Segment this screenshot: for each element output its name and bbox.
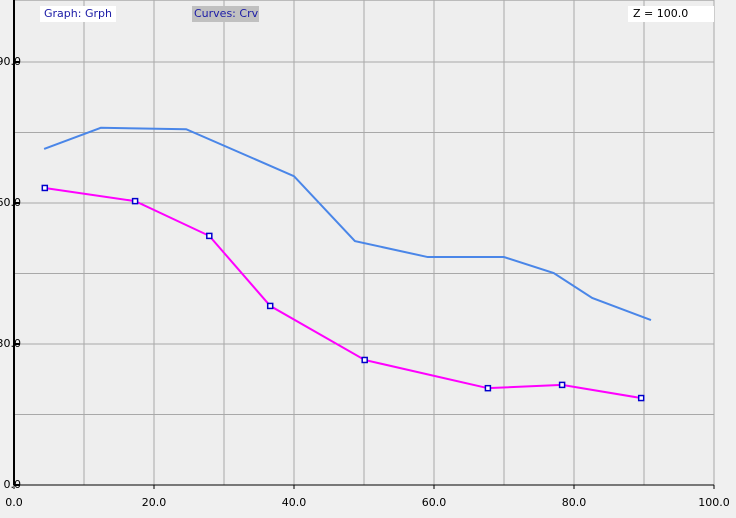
point <box>41 184 49 192</box>
point <box>206 232 213 240</box>
point <box>131 197 139 205</box>
x-tick-label: 40.0 <box>282 496 307 509</box>
y-tick-label: 30.0 <box>0 337 21 350</box>
curves-label-bg <box>192 6 259 22</box>
point <box>484 384 492 392</box>
x-tick-label: 60.0 <box>422 496 447 509</box>
point <box>266 302 274 310</box>
point <box>637 394 645 402</box>
graph-label[interactable]: Graph: Grph <box>44 7 112 20</box>
x-tick-label: 20.0 <box>142 496 167 509</box>
series-line <box>44 186 642 400</box>
series-line <box>43 126 652 321</box>
z-label: Z = 100.0 <box>633 7 688 20</box>
x-tick-label: 0.0 <box>5 496 23 509</box>
point <box>558 381 566 389</box>
x-tick-label: 100.0 <box>698 496 730 509</box>
z-label-bg <box>628 6 714 22</box>
point <box>361 356 368 364</box>
y-tick-label: 90.0 <box>0 55 21 68</box>
curves-label[interactable]: Curves: Crv <box>194 7 259 20</box>
y-tick-label: 60.0 <box>0 196 21 209</box>
graph-label-bg <box>40 6 116 22</box>
y-tick-label: 0.0 <box>4 478 22 491</box>
x-tick-label: 80.0 <box>562 496 587 509</box>
